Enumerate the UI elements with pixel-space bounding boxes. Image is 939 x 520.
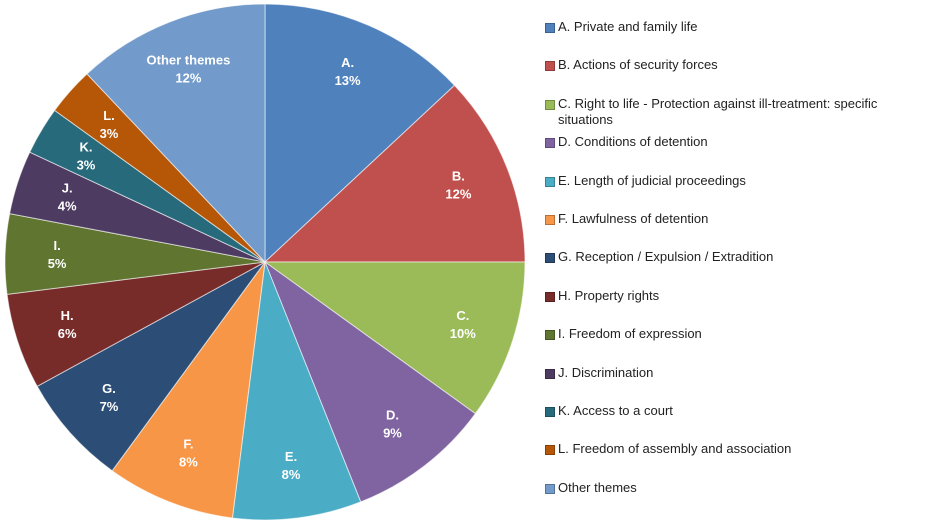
slice-value-label: 8% [282, 467, 301, 482]
slice-label: F. [183, 436, 193, 451]
legend-label: Other themes [558, 479, 637, 495]
pie-slice [111, 260, 266, 519]
legend-label: A. Private and family life [558, 19, 698, 34]
legend-label: C. Right to life - Protection against il… [558, 95, 878, 127]
legend-item: I. Freedom of expression [545, 326, 930, 342]
legend-swatch [545, 368, 555, 379]
slice-value-label: 3% [77, 157, 96, 172]
pie-slice [263, 261, 526, 415]
legend-swatch [545, 61, 555, 72]
slice-label: K. [79, 139, 92, 154]
slice-label: I. [53, 238, 60, 253]
slice-label: G. [102, 381, 116, 396]
legend-label: K. Access to a court [558, 403, 673, 418]
legend-item: A. Private and family life [545, 19, 930, 35]
slice-value-label: 4% [58, 199, 77, 214]
legend-label: E. Length of judicial proceedings [558, 172, 746, 188]
slice-label: B. [452, 168, 465, 183]
pie-slice [36, 261, 266, 472]
slice-value-label: 12% [175, 71, 201, 86]
legend-label: I. Freedom of expression [558, 326, 702, 342]
legend-label: H. Property rights [558, 287, 660, 303]
legend-item: L. Freedom of assembly and association [545, 441, 930, 457]
legend-item: E. Length of judicial proceedings [545, 173, 930, 189]
pie-slice [263, 84, 526, 263]
legend-swatch [545, 253, 555, 264]
slice-label: H. [61, 308, 74, 323]
slice-value-label: 3% [100, 126, 119, 141]
legend-swatch [545, 176, 555, 187]
legend-item: D. Conditions of detention [545, 134, 930, 150]
slice-label: C. [456, 308, 469, 323]
slice-label: Other themes [147, 53, 231, 68]
legend-item: H. Property rights [545, 288, 930, 304]
legend-swatch [545, 23, 555, 33]
legend-item: J. Discrimination [545, 365, 930, 381]
legend-swatch [545, 407, 555, 417]
legend-label: B. Actions of security forces [558, 57, 718, 73]
slice-value-label: 7% [100, 399, 119, 414]
pie-slice [86, 3, 266, 264]
slice-label: E. [285, 449, 297, 464]
pie-slice [263, 260, 477, 503]
legend-swatch [545, 483, 555, 494]
slice-value-label: 10% [450, 326, 476, 341]
legend-item: F. Lawfulness of detention [545, 211, 930, 227]
slice-value-label: 6% [58, 326, 77, 341]
legend-label: J. Discrimination [558, 364, 654, 380]
legend: A. Private and family life B. Actions of … [545, 0, 930, 520]
slice-value-label: 13% [335, 73, 361, 88]
slice-value-label: 8% [179, 454, 198, 469]
legend-label: D. Conditions of detention [558, 134, 708, 150]
pie-chart: A. 13% B. 12% C. 10% D. 9% E. 8% F. 8% G. 7% H. 6% I. 5% J… [4, 3, 526, 520]
slice-label: A. [341, 55, 354, 70]
legend-item: C. Right to life - Protection against il… [545, 96, 930, 128]
slice-label: D. [386, 408, 399, 423]
legend-item: B. Actions of security forces [545, 57, 930, 73]
slice-label: J. [62, 181, 73, 196]
legend-swatch [545, 330, 555, 341]
legend-label: L. Freedom of assembly and association [558, 441, 792, 457]
legend-item: K. Access to a court [545, 403, 930, 419]
pie-slice [231, 260, 362, 520]
legend-label: F. Lawfulness of detention [558, 211, 709, 226]
legend-swatch [545, 99, 555, 110]
legend-item: G. Reception / Expulsion / Extradition [545, 249, 930, 265]
slice-value-label: 12% [445, 186, 471, 201]
slice-value-label: 5% [48, 256, 67, 271]
legend-swatch [545, 215, 555, 225]
pie-slice [264, 3, 456, 264]
legend-swatch [545, 138, 555, 149]
legend-label: G. Reception / Expulsion / Extradition [558, 249, 774, 265]
legend-swatch [545, 291, 555, 302]
slice-value-label: 9% [383, 426, 402, 441]
slice-label: L. [103, 108, 115, 123]
legend-item: Other themes [545, 480, 930, 496]
legend-swatch [545, 445, 555, 456]
